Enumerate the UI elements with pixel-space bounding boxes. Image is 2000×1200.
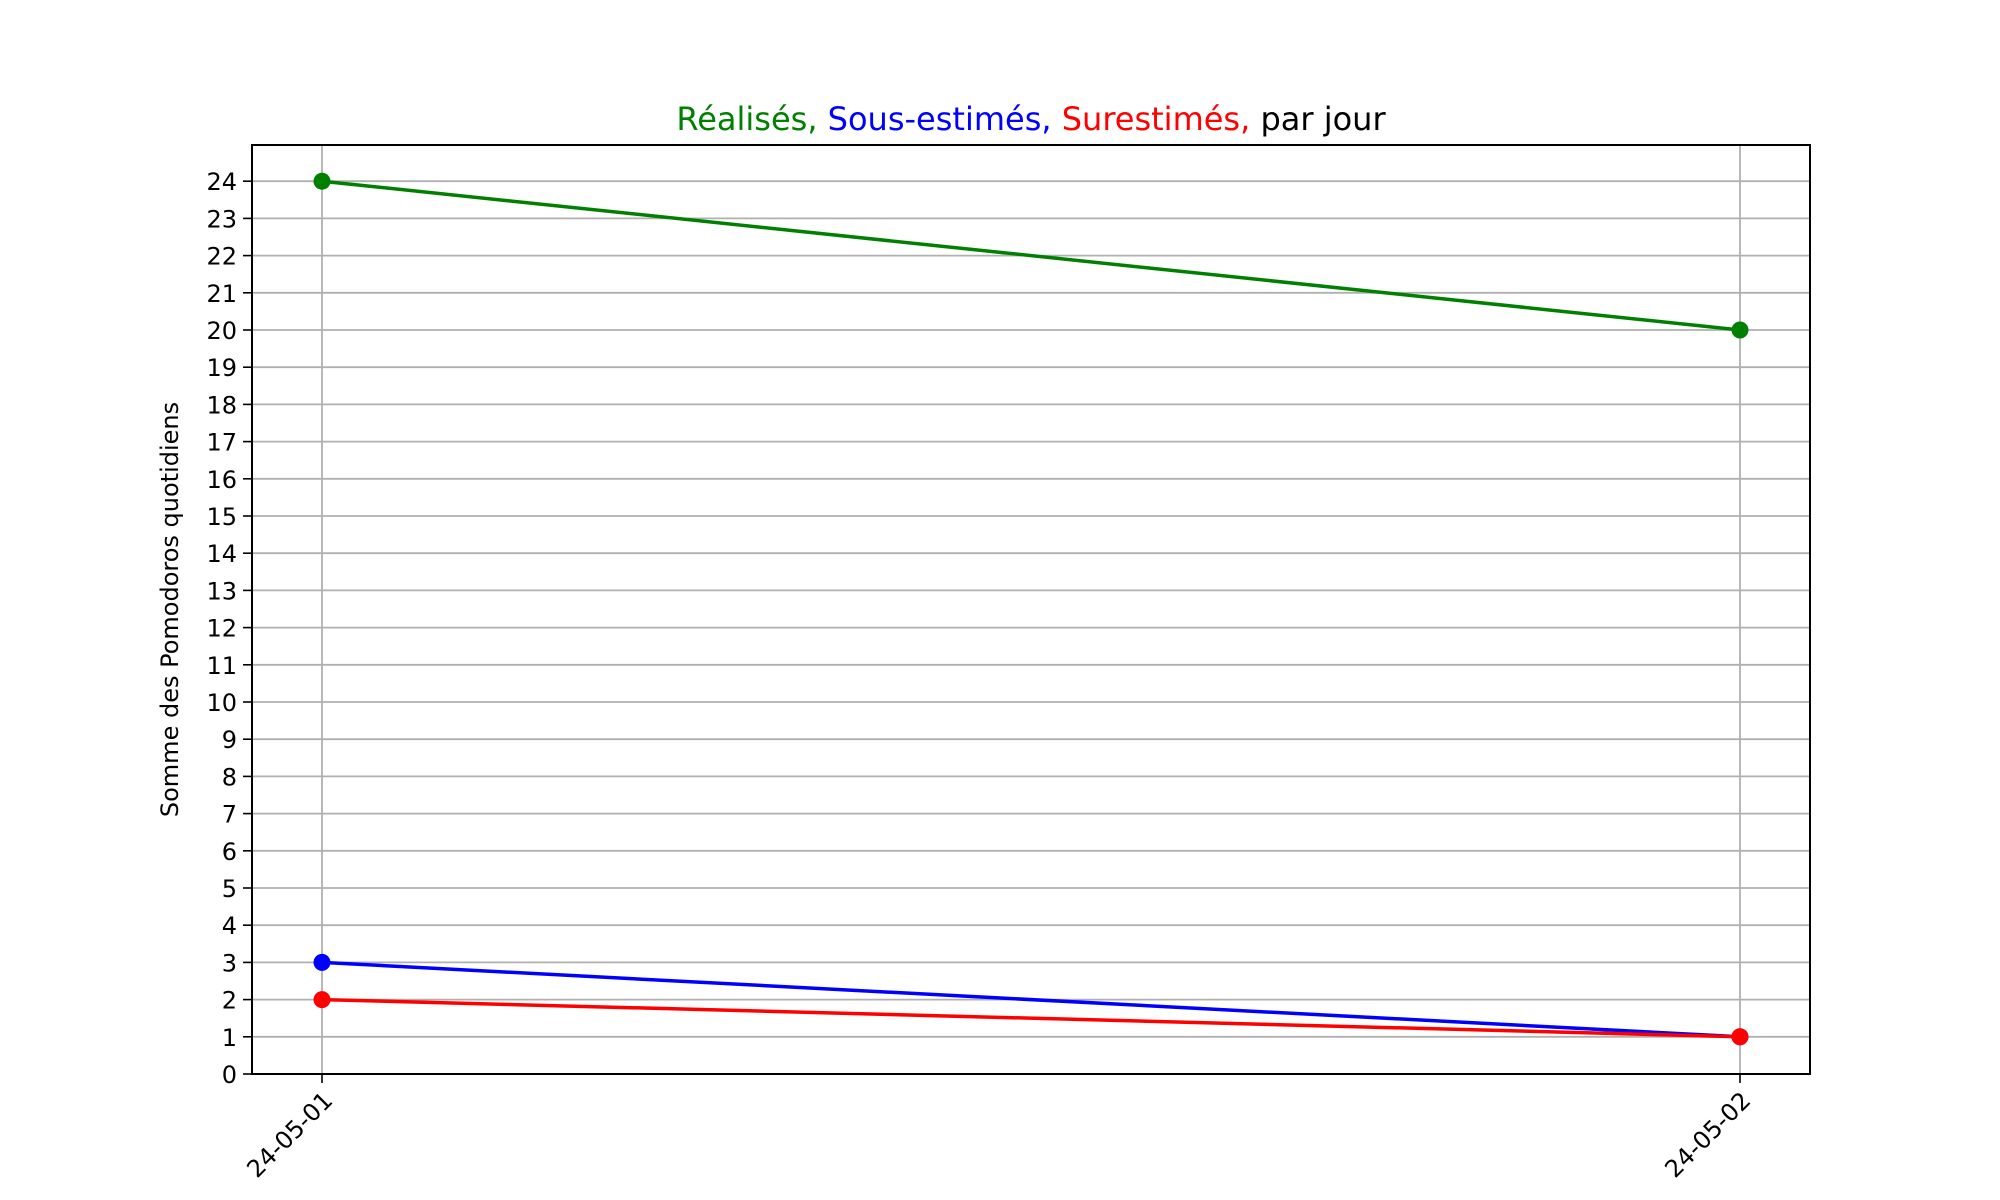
chart-title-part: Surestimés, bbox=[1052, 100, 1251, 138]
y-axis-label: Somme des Pomodoros quotidiens bbox=[156, 402, 184, 817]
y-tick-label: 21 bbox=[206, 280, 237, 308]
y-tick-label: 7 bbox=[222, 801, 237, 829]
data-point-sous_estimes bbox=[313, 953, 331, 971]
y-tick-label: 11 bbox=[206, 652, 237, 680]
chart-title-part: Sous-estimés, bbox=[817, 100, 1051, 138]
y-tick-label: 22 bbox=[206, 243, 237, 271]
data-point-surestimes bbox=[1731, 1028, 1749, 1046]
y-tick-label: 19 bbox=[206, 354, 237, 382]
chart-title-part: Réalisés, bbox=[676, 100, 817, 138]
y-tick-label: 13 bbox=[206, 577, 237, 605]
x-tick-label: 24-05-01 bbox=[241, 1086, 338, 1183]
y-tick-label: 5 bbox=[222, 875, 237, 903]
plot-frame bbox=[251, 144, 1811, 1075]
y-tick-label: 1 bbox=[222, 1024, 237, 1052]
data-point-realises bbox=[1731, 321, 1749, 339]
series-line-sous_estimes bbox=[321, 960, 1741, 1039]
series-line-realises bbox=[321, 179, 1741, 332]
series-layer bbox=[313, 172, 1749, 1046]
y-tick-label: 17 bbox=[206, 429, 237, 457]
x-tick-label: 24-05-02 bbox=[1659, 1086, 1756, 1183]
y-tick-label: 15 bbox=[206, 503, 237, 531]
data-point-realises bbox=[313, 172, 331, 190]
data-point-surestimes bbox=[313, 991, 331, 1009]
y-tick-label: 16 bbox=[206, 466, 237, 494]
y-tick-label: 12 bbox=[206, 615, 237, 643]
series-surestimes bbox=[313, 991, 1749, 1046]
y-tick-label: 23 bbox=[206, 205, 237, 233]
y-tick-label: 2 bbox=[222, 987, 237, 1015]
grid-layer bbox=[252, 145, 1810, 1074]
y-tick-label: 18 bbox=[206, 391, 237, 419]
chart-title-part: par jour bbox=[1250, 100, 1386, 138]
y-tick-label: 9 bbox=[222, 726, 237, 754]
y-tick-label: 0 bbox=[222, 1061, 237, 1089]
chart-title: Réalisés, Sous-estimés, Surestimés, par … bbox=[676, 100, 1386, 138]
y-tick-label: 8 bbox=[222, 763, 237, 791]
y-tick-label: 3 bbox=[222, 949, 237, 977]
y-tick-label: 20 bbox=[206, 317, 237, 345]
y-tick-label: 6 bbox=[222, 838, 237, 866]
y-tick-label: 14 bbox=[206, 540, 237, 568]
y-tick-label: 10 bbox=[206, 689, 237, 717]
series-line-surestimes bbox=[321, 997, 1741, 1039]
y-tick-label: 24 bbox=[206, 168, 237, 196]
y-tick-label: 4 bbox=[222, 912, 237, 940]
series-realises bbox=[313, 172, 1749, 339]
